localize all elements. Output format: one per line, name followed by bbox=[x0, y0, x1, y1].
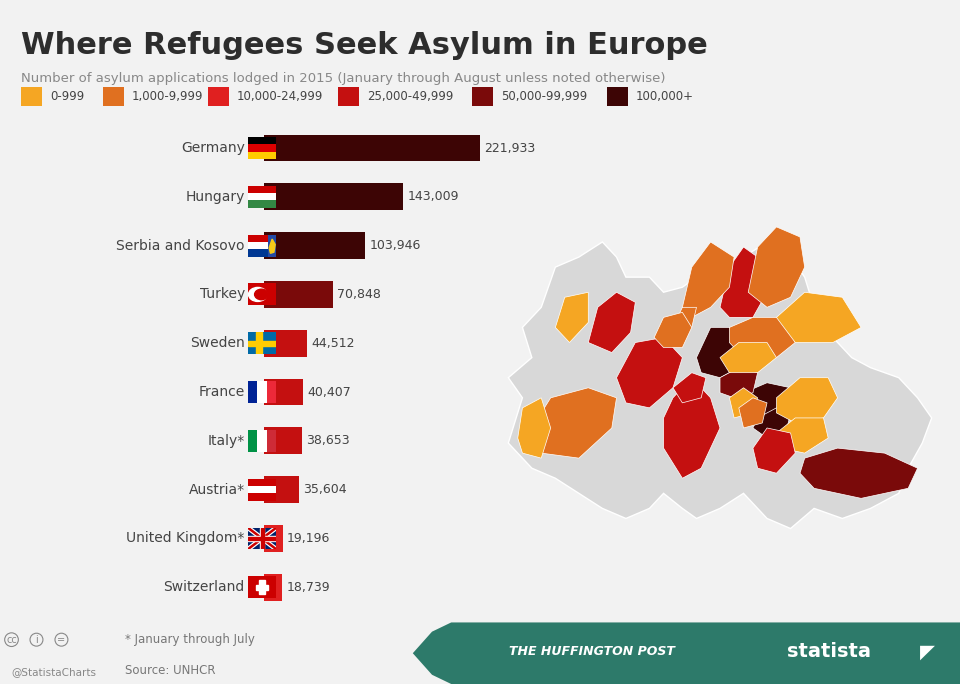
Bar bbox=[260, 527, 263, 549]
Polygon shape bbox=[777, 292, 861, 343]
Polygon shape bbox=[777, 418, 828, 453]
Text: ◤: ◤ bbox=[920, 642, 935, 661]
Text: Sweden: Sweden bbox=[190, 337, 245, 350]
Polygon shape bbox=[720, 343, 777, 373]
Polygon shape bbox=[683, 242, 734, 317]
Polygon shape bbox=[730, 317, 795, 358]
Text: United Kingdom*: United Kingdom* bbox=[127, 531, 245, 545]
Polygon shape bbox=[588, 292, 636, 352]
Bar bbox=[260, 527, 264, 549]
Text: =: = bbox=[58, 635, 65, 645]
Text: 50,000-99,999: 50,000-99,999 bbox=[501, 90, 588, 103]
Polygon shape bbox=[517, 398, 551, 458]
Bar bbox=[256, 332, 261, 354]
Text: 25,000-49,999: 25,000-49,999 bbox=[367, 90, 453, 103]
Polygon shape bbox=[777, 378, 838, 423]
Polygon shape bbox=[654, 313, 692, 347]
Bar bbox=[255, 585, 269, 590]
Bar bbox=[264, 135, 480, 161]
Text: THE HUFFINGTON POST: THE HUFFINGTON POST bbox=[509, 646, 675, 659]
Bar bbox=[264, 183, 403, 210]
Text: Where Refugees Seek Asylum in Europe: Where Refugees Seek Asylum in Europe bbox=[21, 31, 708, 60]
Polygon shape bbox=[555, 292, 588, 343]
Bar bbox=[259, 580, 265, 594]
Bar bbox=[264, 379, 303, 406]
Text: Number of asylum applications lodged in 2015 (January through August unless note: Number of asylum applications lodged in … bbox=[21, 72, 665, 85]
Bar bbox=[264, 574, 282, 601]
Text: 44,512: 44,512 bbox=[312, 337, 355, 350]
Text: cc: cc bbox=[6, 635, 17, 645]
Text: i: i bbox=[36, 635, 37, 645]
Polygon shape bbox=[532, 388, 616, 458]
Polygon shape bbox=[753, 408, 791, 438]
Text: France: France bbox=[199, 385, 245, 399]
Text: 100,000+: 100,000+ bbox=[636, 90, 693, 103]
Text: Italy*: Italy* bbox=[207, 434, 245, 448]
Text: 0-999: 0-999 bbox=[50, 90, 84, 103]
Text: 38,653: 38,653 bbox=[306, 434, 349, 447]
Text: Turkey: Turkey bbox=[200, 287, 245, 302]
Text: Germany: Germany bbox=[180, 141, 245, 155]
Text: Austria*: Austria* bbox=[189, 483, 245, 497]
Polygon shape bbox=[720, 368, 757, 398]
Bar bbox=[264, 428, 301, 454]
Bar bbox=[264, 281, 333, 308]
Text: Hungary: Hungary bbox=[185, 190, 245, 204]
Text: 19,196: 19,196 bbox=[287, 532, 330, 545]
Text: @StatistaCharts: @StatistaCharts bbox=[12, 667, 97, 676]
Polygon shape bbox=[673, 307, 697, 328]
Polygon shape bbox=[616, 337, 683, 408]
Text: Source: UNHCR: Source: UNHCR bbox=[125, 664, 215, 677]
Text: statista: statista bbox=[787, 642, 871, 661]
Circle shape bbox=[254, 289, 269, 300]
Polygon shape bbox=[743, 383, 791, 418]
Text: 143,009: 143,009 bbox=[407, 190, 459, 203]
Polygon shape bbox=[748, 227, 804, 307]
Bar bbox=[248, 537, 276, 540]
Polygon shape bbox=[663, 378, 720, 478]
Text: 221,933: 221,933 bbox=[484, 142, 535, 155]
Circle shape bbox=[249, 287, 267, 302]
Text: 103,946: 103,946 bbox=[370, 239, 420, 252]
Polygon shape bbox=[509, 242, 931, 529]
Text: 40,407: 40,407 bbox=[307, 386, 351, 399]
Text: 10,000-24,999: 10,000-24,999 bbox=[237, 90, 324, 103]
Bar bbox=[264, 525, 282, 552]
Polygon shape bbox=[269, 239, 276, 253]
Bar bbox=[248, 341, 276, 346]
Polygon shape bbox=[753, 428, 795, 473]
Text: Serbia and Kosovo: Serbia and Kosovo bbox=[116, 239, 245, 252]
Polygon shape bbox=[739, 398, 767, 428]
Polygon shape bbox=[730, 388, 757, 418]
Text: Switzerland: Switzerland bbox=[163, 580, 245, 594]
Text: * January through July: * January through July bbox=[125, 633, 254, 646]
Bar bbox=[264, 232, 365, 259]
Text: 35,604: 35,604 bbox=[303, 483, 347, 496]
Polygon shape bbox=[697, 328, 743, 378]
Polygon shape bbox=[720, 247, 767, 317]
Text: 18,739: 18,739 bbox=[286, 581, 330, 594]
Polygon shape bbox=[673, 373, 706, 403]
Text: 70,848: 70,848 bbox=[337, 288, 381, 301]
Text: 1,000-9,999: 1,000-9,999 bbox=[132, 90, 203, 103]
Polygon shape bbox=[800, 448, 918, 499]
Bar bbox=[248, 536, 276, 541]
Bar bbox=[264, 476, 299, 503]
Bar bbox=[264, 330, 307, 356]
Polygon shape bbox=[413, 622, 960, 684]
